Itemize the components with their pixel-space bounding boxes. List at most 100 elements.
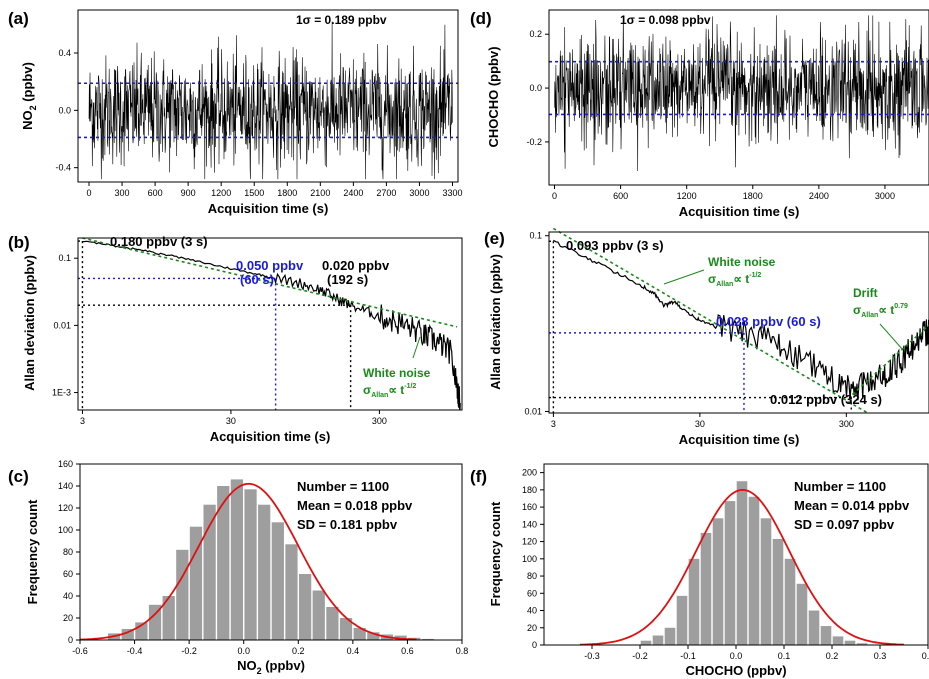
marker-label-2: (192 s) [327, 272, 368, 287]
histogram-bar [724, 501, 736, 645]
sigma-sub: Allan [861, 312, 878, 319]
x-tick-label: 0.2 [826, 651, 839, 661]
histogram-bar [784, 558, 796, 645]
x-label-tail: (ppbv) [262, 658, 305, 673]
sigma-sub: Allan [371, 392, 388, 399]
y-axis-label: NO2 (ppbv) [20, 62, 38, 130]
y-tick-label: 0.01 [53, 320, 71, 330]
histogram-bar [856, 643, 868, 645]
y-tick-label: 40 [527, 606, 537, 616]
x-tick-label: 1800 [743, 191, 763, 201]
x-tick-label: 0 [87, 188, 92, 198]
panel-label: (a) [8, 9, 29, 28]
x-tick-label: 300 [372, 416, 387, 426]
sigma-exp: -1/2 [404, 383, 416, 390]
x-tick-label: 0.2 [292, 646, 305, 656]
x-tick-label: 0.0 [730, 651, 743, 661]
white-noise-ref-line [82, 237, 458, 328]
x-tick-label: 2700 [376, 188, 396, 198]
white-noise-label: White noise [708, 255, 776, 269]
histogram-bar [748, 496, 760, 645]
x-tick-label: 0.6 [401, 646, 414, 656]
histogram-bar [203, 504, 216, 640]
white-noise-label: White noise [363, 366, 431, 380]
y-tick-label: 1E-3 [52, 388, 71, 398]
y-tick-label: 60 [63, 569, 73, 579]
y-tick-label: 0.1 [58, 253, 71, 263]
y-tick-label: 180 [522, 485, 537, 495]
panel-e: 3 30 300 0.01 0.1 Acquisition time (s) Allan d… [484, 227, 929, 447]
gaussian-fit-curve [579, 488, 905, 646]
y-axis-label: Frequency count [25, 499, 40, 604]
plot-frame [548, 231, 929, 414]
histogram-bar [700, 532, 712, 645]
x-tick-label: 300 [839, 419, 854, 429]
drift-pointer [879, 323, 904, 351]
x-tick-label: 0.0 [237, 646, 250, 656]
histogram-bar [217, 486, 230, 640]
histogram-bar [162, 596, 175, 640]
y-tick-label: 100 [58, 525, 73, 535]
y-tick-label: 0.4 [58, 48, 71, 58]
y-tick-label: 80 [527, 571, 537, 581]
y-tick-label: 0.1 [529, 231, 542, 241]
stats-line: Number = 1100 [297, 479, 389, 494]
stats-line: SD = 0.181 ppbv [297, 517, 398, 532]
stats-line: Mean = 0.018 ppbv [297, 498, 413, 513]
x-tick-label: 2400 [809, 191, 829, 201]
sigma-exp: -1/2 [749, 272, 761, 279]
y-tick-label: 0 [68, 635, 73, 645]
marker-label: 0.028 ppbv (60 s) [716, 314, 821, 329]
x-tick-label: 3300 [442, 188, 462, 198]
histogram-bar [339, 618, 353, 640]
y-label-tail: (ppbv) [20, 62, 35, 105]
y-label-sub: 2 [28, 105, 38, 110]
x-tick-label: 0.4 [347, 646, 360, 656]
sigma-symbol: σ [363, 383, 371, 397]
y-tick-label: 0.2 [529, 29, 542, 39]
sigma-symbol: σ [708, 272, 716, 286]
x-tick-label: -0.1 [680, 651, 696, 661]
plot-frame [77, 237, 463, 411]
y-tick-label: 80 [63, 547, 73, 557]
panel-f: -0.3 -0.2 -0.1 0.0 0.1 0.2 0.3 0.4 0 20 40 60 80 100 1… [470, 463, 929, 678]
panel-b: 3 30 300 1E-3 0.01 0.1 Acquisition time (s) All… [8, 233, 463, 444]
allan-curve-b [82, 240, 461, 410]
x-axis-label: Acquisition time (s) [210, 429, 331, 444]
x-tick-label: -0.6 [72, 646, 88, 656]
histogram-bar [808, 610, 820, 645]
histogram-bar [258, 504, 271, 640]
sigma-annotation: 1σ = 0.189 ppbv [296, 13, 387, 27]
x-label-main: NO [237, 658, 257, 673]
y-tick-label: 20 [527, 623, 537, 633]
marker-label: 0.020 ppbv [322, 258, 390, 273]
histogram-bar [652, 635, 664, 645]
sigma-prop: ∝ t [878, 303, 894, 317]
histogram-bar [367, 632, 380, 640]
allan-curve-e [553, 239, 929, 401]
drift-ref-line [851, 324, 929, 396]
marker-label: 0.012 ppbv (324 s) [770, 392, 882, 407]
sigma-annotation: 1σ = 0.098 ppbv [620, 13, 711, 27]
histogram-bar [230, 479, 244, 640]
y-tick-label: 140 [58, 481, 73, 491]
panel-label: (e) [484, 229, 505, 248]
sigma-prop: ∝ t [388, 383, 404, 397]
x-axis-label: Acquisition time (s) [679, 432, 800, 447]
histogram-bar [736, 481, 748, 645]
histogram-bar [760, 518, 772, 645]
y-axis-label: Frequency count [488, 501, 503, 606]
plot-frame [77, 9, 459, 183]
x-tick-label: 2100 [310, 188, 330, 198]
x-tick-label: 30 [695, 419, 705, 429]
panel-a: 0 300 600 900 1200 1500 1800 2100 2400 2700 3000 33… [8, 9, 463, 216]
x-tick-label: -0.2 [181, 646, 197, 656]
drift-law-label: σAllan∝ t0.79 [853, 303, 908, 319]
marker-label: 0.093 ppbv (3 s) [566, 238, 664, 253]
x-tick-label: 30 [226, 416, 236, 426]
x-tick-label: 300 [115, 188, 130, 198]
x-axis-label: Acquisition time (s) [208, 201, 329, 216]
stats-line: SD = 0.097 ppbv [794, 517, 895, 532]
stats-line: Number = 1100 [794, 479, 886, 494]
